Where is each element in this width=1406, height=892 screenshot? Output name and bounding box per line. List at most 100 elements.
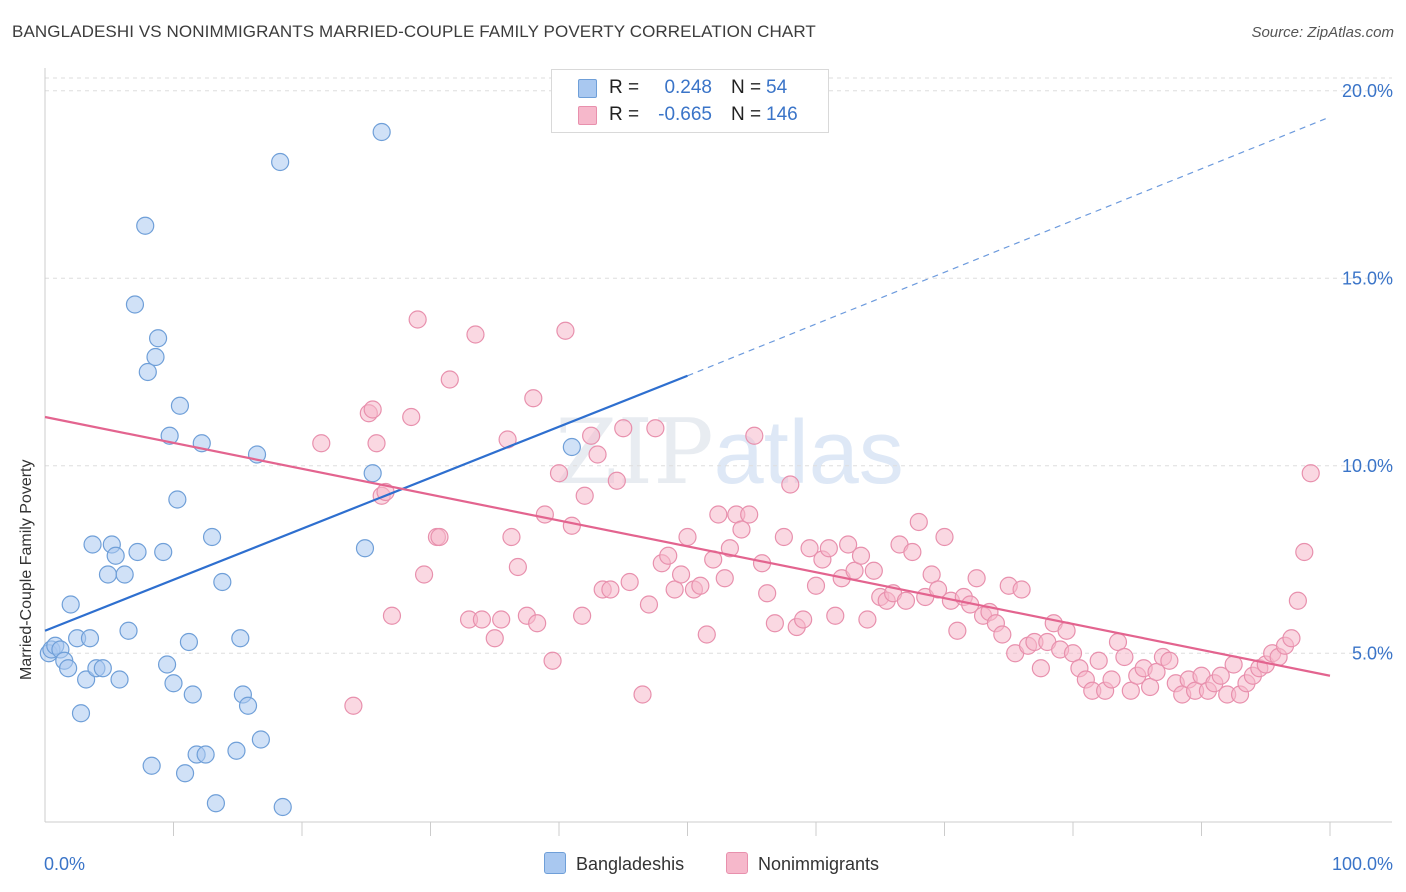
nonimmigrant-point — [492, 610, 511, 629]
nonimmigrant-point — [1102, 670, 1121, 689]
pink-swatch — [726, 852, 748, 874]
nonimmigrant-point — [758, 584, 777, 603]
nonimmigrant-point — [620, 572, 639, 592]
bangladeshi-point — [372, 122, 391, 142]
bangladeshi-point — [160, 426, 179, 445]
nonimmigrant-point — [528, 614, 547, 633]
bangladeshi-point — [562, 437, 581, 457]
nonimmigrant-point — [740, 505, 759, 524]
x-tick-label: 100.0% — [1332, 854, 1393, 874]
bangladeshi-point — [179, 632, 199, 652]
n-value: 146 — [766, 104, 798, 125]
bangladeshi-point — [142, 756, 161, 775]
source-label: Source: ZipAtlas.com — [1251, 24, 1394, 41]
nonimmigrant-point — [1295, 542, 1314, 562]
bangladeshi-point — [125, 295, 145, 314]
blue-swatch — [578, 79, 597, 98]
bangladeshi-point — [148, 329, 168, 348]
bangladeshi-point — [71, 704, 91, 723]
nonimmigrant-point — [745, 426, 764, 445]
r-label: R = — [609, 104, 640, 125]
bangladeshi-trendline — [44, 374, 688, 632]
nonimmigrant-point — [502, 527, 521, 547]
nonimmigrant-point — [573, 606, 592, 625]
nonimmigrant-point — [1282, 629, 1301, 648]
nonimmigrant-point — [715, 569, 734, 588]
nonimmigrant-point — [1012, 580, 1031, 599]
nonimmigrant-point — [614, 419, 633, 438]
bangladeshi-point — [363, 464, 382, 483]
nonimmigrant-point — [1121, 681, 1140, 700]
bangladeshi-point — [138, 362, 157, 382]
nonimmigrant-point — [659, 546, 678, 565]
nonimmigrant-point — [549, 464, 569, 483]
nonimmigrant-point — [1160, 651, 1179, 670]
correlation-legend: R = 0.248 N = 54 R = -0.665 N = 146 — [551, 69, 829, 133]
bangladeshi-point — [196, 745, 215, 764]
r-label: R = — [609, 77, 640, 98]
bangladeshi-point — [168, 490, 187, 509]
chart-title: BANGLADESHI VS NONIMMIGRANTS MARRIED-COU… — [12, 22, 816, 41]
nonimmigrant-point — [472, 610, 491, 629]
nonimmigrant-point — [665, 580, 684, 599]
bangladeshi-point — [80, 629, 100, 648]
nonimmigrant-point — [430, 527, 449, 547]
nonimmigrant-point — [1063, 644, 1083, 663]
nonimmigrant-point — [806, 576, 826, 595]
nonimmigrant-point — [935, 527, 954, 547]
nonimmigrant-point — [508, 557, 527, 577]
nonimmigrant-point — [858, 610, 877, 629]
nonimmigrant-point — [993, 625, 1012, 644]
nonimmigrant-point — [1211, 666, 1230, 685]
pink-swatch — [578, 106, 597, 125]
bangladeshi-point — [273, 797, 292, 817]
y-tick-label: 5.0% — [1352, 643, 1393, 663]
nonimmigrant-point — [524, 389, 543, 408]
nonimmigrant-point — [607, 471, 626, 490]
nonimmigrant-point — [678, 527, 697, 547]
nonimmigrant-point — [765, 614, 784, 633]
nonimmigrant-point — [697, 625, 716, 644]
nonimmigrant-point — [826, 606, 845, 625]
nonimmigrant-point — [562, 516, 581, 535]
bangladeshi-point — [206, 794, 226, 813]
nonimmigrant-point — [781, 475, 800, 494]
bangladeshi-point — [154, 542, 173, 562]
nonimmigrant-point — [671, 565, 691, 584]
bangladeshi-point — [170, 396, 190, 415]
legend-row-nonimmigrants: R = -0.665 N = 146 — [552, 101, 828, 127]
bangladeshi-point — [110, 670, 129, 689]
nonimmigrant-point — [896, 591, 916, 610]
y-tick-label: 15.0% — [1342, 268, 1393, 288]
bangladeshi-point — [59, 659, 78, 678]
bangladeshi-trendline-extension — [687, 116, 1331, 377]
nonimmigrant-point — [1301, 464, 1320, 483]
legend-item-bangladeshis: Bangladeshis — [544, 852, 684, 875]
nonimmigrant-point — [440, 370, 459, 389]
nonimmigrant-point — [851, 546, 871, 565]
nonimmigrant-point — [646, 419, 665, 438]
nonimmigrant-point — [639, 595, 659, 614]
watermark-atlas: atlas — [713, 403, 904, 503]
nonimmigrant-point — [839, 535, 858, 554]
nonimmigrant-trendline — [44, 415, 1331, 677]
nonimmigrant-point — [903, 542, 922, 562]
bangladeshi-point — [213, 572, 232, 592]
n-label: N = — [731, 77, 762, 98]
nonimmigrant-point — [414, 565, 434, 584]
nonimmigrant-point — [588, 445, 607, 464]
bangladeshi-point — [251, 730, 270, 749]
bangladeshi-point — [157, 655, 177, 674]
bangladeshi-point — [128, 542, 147, 562]
blue-swatch — [544, 852, 566, 874]
y-tick-label: 20.0% — [1342, 81, 1393, 101]
nonimmigrant-point — [556, 321, 575, 340]
bangladeshi-point — [202, 527, 222, 547]
bangladeshi-point — [93, 659, 112, 678]
bangladeshi-point — [77, 670, 96, 689]
nonimmigrant-point — [800, 539, 819, 558]
legend-item-nonimmigrants: Nonimmigrants — [726, 852, 879, 875]
bangladeshi-point — [271, 152, 290, 172]
nonimmigrant-point — [864, 561, 883, 580]
